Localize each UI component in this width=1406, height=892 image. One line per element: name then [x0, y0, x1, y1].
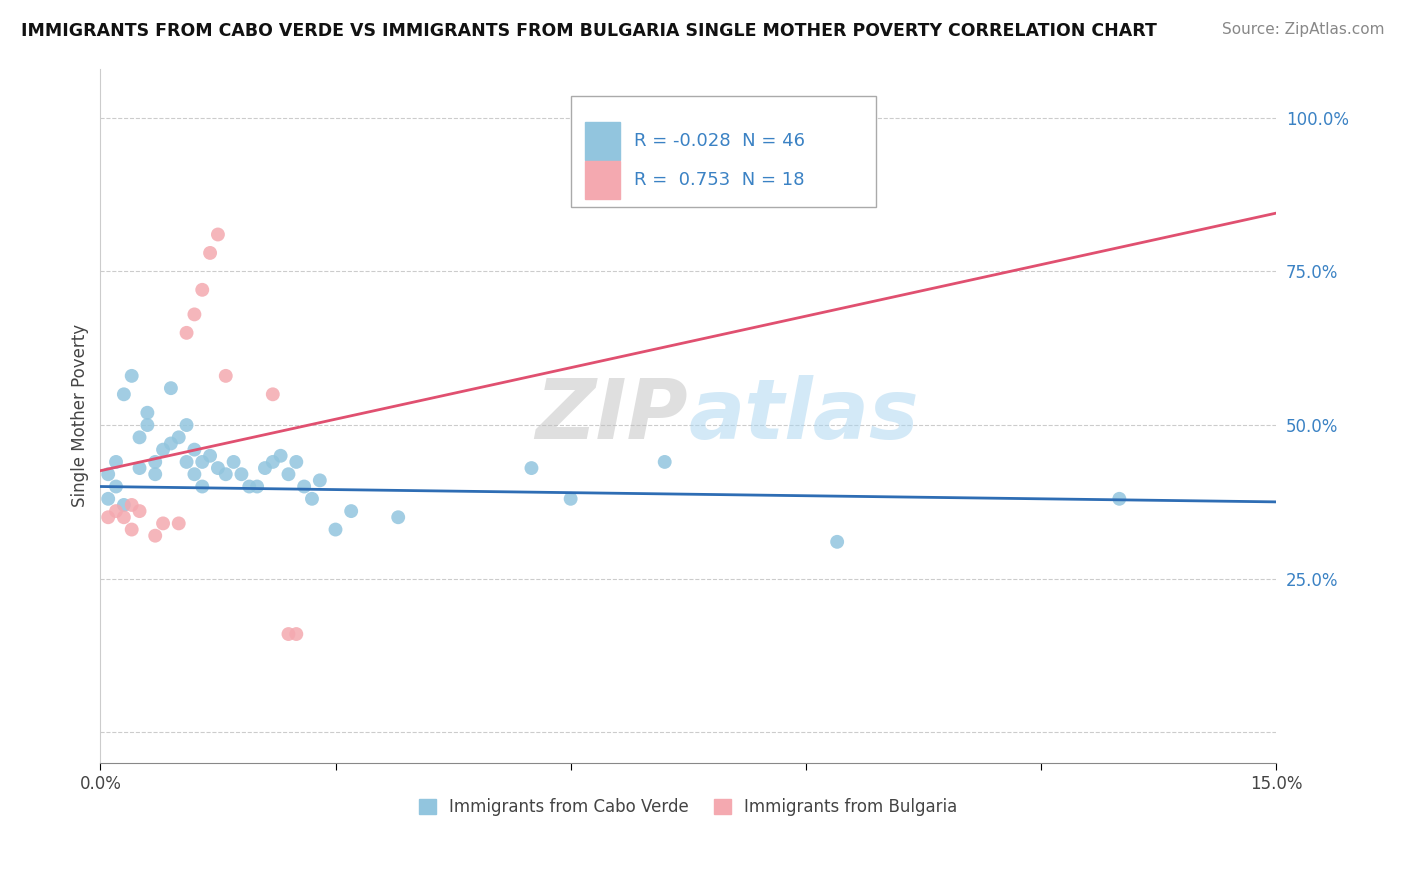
Point — [160, 436, 183, 450]
Point — [191, 455, 214, 469]
Text: Source: ZipAtlas.com: Source: ZipAtlas.com — [1222, 22, 1385, 37]
Text: IMMIGRANTS FROM CABO VERDE VS IMMIGRANTS FROM BULGARIA SINGLE MOTHER POVERTY COR: IMMIGRANTS FROM CABO VERDE VS IMMIGRANTS… — [21, 22, 1157, 40]
Point — [143, 455, 166, 469]
Point — [253, 461, 276, 475]
Point — [183, 467, 205, 482]
Point — [97, 510, 120, 524]
Point — [215, 368, 238, 383]
Point — [270, 449, 292, 463]
Point — [301, 491, 323, 506]
Point — [262, 387, 284, 401]
Point — [207, 461, 229, 475]
Point — [97, 467, 120, 482]
Point — [238, 479, 260, 493]
Point — [128, 504, 150, 518]
Point — [191, 479, 214, 493]
Text: atlas: atlas — [688, 376, 920, 457]
Point — [246, 479, 269, 493]
Point — [520, 461, 543, 475]
Point — [340, 504, 363, 518]
Point — [262, 455, 284, 469]
Point — [207, 227, 229, 242]
Point — [112, 498, 135, 512]
Point — [308, 474, 330, 488]
Point — [176, 326, 198, 340]
Legend: Immigrants from Cabo Verde, Immigrants from Bulgaria: Immigrants from Cabo Verde, Immigrants f… — [411, 789, 966, 824]
Bar — [585, 161, 620, 199]
Point — [387, 510, 409, 524]
Point — [277, 627, 299, 641]
Point — [160, 381, 183, 395]
Point — [198, 246, 221, 260]
Point — [176, 455, 198, 469]
Point — [152, 516, 174, 531]
Point — [105, 455, 128, 469]
Point — [167, 430, 190, 444]
Point — [136, 418, 159, 433]
Point — [198, 449, 221, 463]
Point — [222, 455, 245, 469]
Point — [143, 529, 166, 543]
Point — [112, 387, 135, 401]
Point — [277, 467, 299, 482]
Bar — [585, 121, 620, 160]
Y-axis label: Single Mother Poverty: Single Mother Poverty — [72, 325, 89, 508]
Point — [231, 467, 253, 482]
Point — [560, 491, 582, 506]
Point — [285, 455, 308, 469]
Point — [143, 467, 166, 482]
Point — [167, 516, 190, 531]
FancyBboxPatch shape — [571, 96, 876, 208]
Point — [183, 307, 205, 321]
Point — [128, 461, 150, 475]
Point — [176, 418, 198, 433]
Point — [285, 627, 308, 641]
Point — [215, 467, 238, 482]
Point — [183, 442, 205, 457]
Point — [128, 430, 150, 444]
Point — [191, 283, 214, 297]
Point — [1108, 491, 1130, 506]
Point — [136, 406, 159, 420]
Point — [325, 523, 347, 537]
Point — [825, 534, 848, 549]
Point — [97, 491, 120, 506]
Point — [112, 510, 135, 524]
Point — [105, 479, 128, 493]
Text: R = -0.028  N = 46: R = -0.028 N = 46 — [634, 132, 806, 150]
Point — [105, 504, 128, 518]
Text: ZIP: ZIP — [536, 376, 688, 457]
Text: R =  0.753  N = 18: R = 0.753 N = 18 — [634, 170, 804, 188]
Point — [121, 368, 143, 383]
Point — [292, 479, 315, 493]
Point — [121, 498, 143, 512]
Point — [654, 455, 676, 469]
Point — [152, 442, 174, 457]
Point — [121, 523, 143, 537]
